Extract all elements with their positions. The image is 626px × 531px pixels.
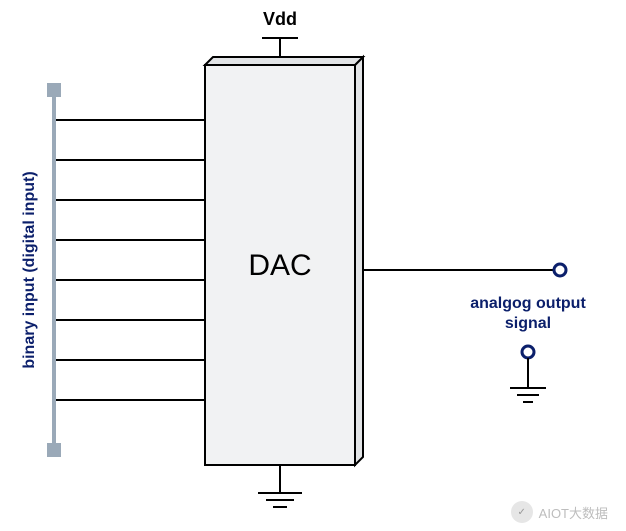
watermark-text: AIOT大数据 — [539, 503, 608, 522]
input-bus-bottom-box — [47, 443, 61, 457]
dac-block-side — [355, 57, 363, 465]
input-bus-top-box — [47, 83, 61, 97]
vdd-label: Vdd — [263, 9, 297, 29]
watermark: ✓ AIOT大数据 — [511, 501, 608, 523]
output-ground-terminal — [522, 346, 534, 358]
dac-block-top — [205, 57, 363, 65]
output-label-2: signal — [505, 315, 551, 332]
input-bus-label: binary input (digital input) — [21, 171, 38, 368]
output-label-1: analgog output — [470, 295, 586, 312]
wechat-icon: ✓ — [511, 501, 533, 523]
dac-label: DAC — [248, 249, 311, 282]
dac-diagram: DAC Vdd binary input (digital input) analgo… — [0, 0, 626, 531]
output-terminal — [554, 264, 566, 276]
